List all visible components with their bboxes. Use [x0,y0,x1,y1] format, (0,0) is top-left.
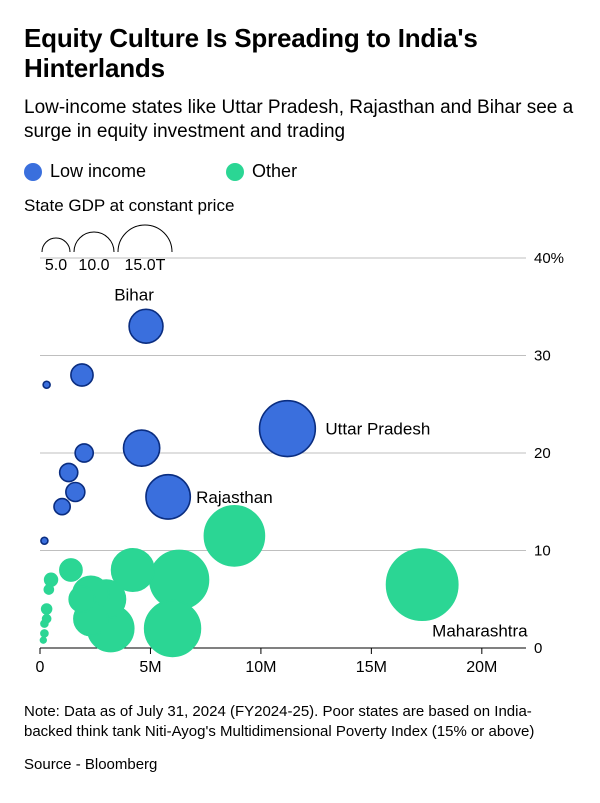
legend-item-low: Low income [24,161,146,182]
bubble [129,309,163,343]
subtitle: Low-income states like Uttar Pradesh, Ra… [24,96,576,145]
svg-text:0: 0 [36,659,45,676]
bubble [150,551,209,610]
legend-item-other: Other [226,161,297,182]
bubble [60,464,78,482]
bubble [41,630,48,637]
bubble [41,537,48,544]
size-legend-title: State GDP at constant price [24,196,576,216]
svg-text:15M: 15M [356,659,387,676]
legend-label-low: Low income [50,161,146,182]
bubble-label: Maharashtra [432,622,528,641]
bubble [124,430,160,466]
category-legend: Low income Other [24,161,576,182]
svg-text:20M: 20M [466,659,497,676]
svg-text:5.0: 5.0 [45,257,67,274]
legend-label-other: Other [252,161,297,182]
svg-text:15.0T: 15.0T [125,257,166,274]
bubble [71,364,93,386]
svg-text:10: 10 [534,543,551,560]
legend-dot-low [24,163,42,181]
bubble [75,444,93,462]
svg-text:40%: 40% [534,250,564,267]
legend-dot-other [226,163,244,181]
bubble [43,381,50,388]
bubble [44,585,53,594]
bubble [54,499,70,515]
bubble [146,475,190,519]
bubble [69,587,95,613]
svg-text:10M: 10M [245,659,276,676]
bubble-chart: 0 10 20 30 40% 0 5M 10M 15M 20M 5.0 10.0 15.0T Mahara… [24,218,576,688]
svg-text:30: 30 [534,348,551,365]
bubble-label: Rajasthan [196,488,273,507]
bubble [204,506,264,566]
svg-text:0: 0 [534,640,542,657]
bubble [42,604,52,614]
bubble [387,549,458,620]
page-title: Equity Culture Is Spreading to India's H… [24,24,576,84]
bubble-label: Uttar Pradesh [325,420,430,439]
svg-text:10.0: 10.0 [78,257,109,274]
bubble [260,401,316,457]
bubble [41,620,48,627]
chart-source: Source - Bloomberg [24,756,576,773]
chart-note: Note: Data as of July 31, 2024 (FY2024-2… [24,702,576,741]
bubble-label: Bihar [114,285,154,304]
svg-text:5M: 5M [139,659,161,676]
svg-text:20: 20 [534,445,551,462]
bubble [60,559,82,581]
bubble [145,601,201,657]
bubble [66,483,85,502]
chart-svg: 0 10 20 30 40% 0 5M 10M 15M 20M 5.0 10.0 15.0T Mahara… [24,218,576,688]
bubble [45,574,58,587]
bubble [40,637,46,643]
